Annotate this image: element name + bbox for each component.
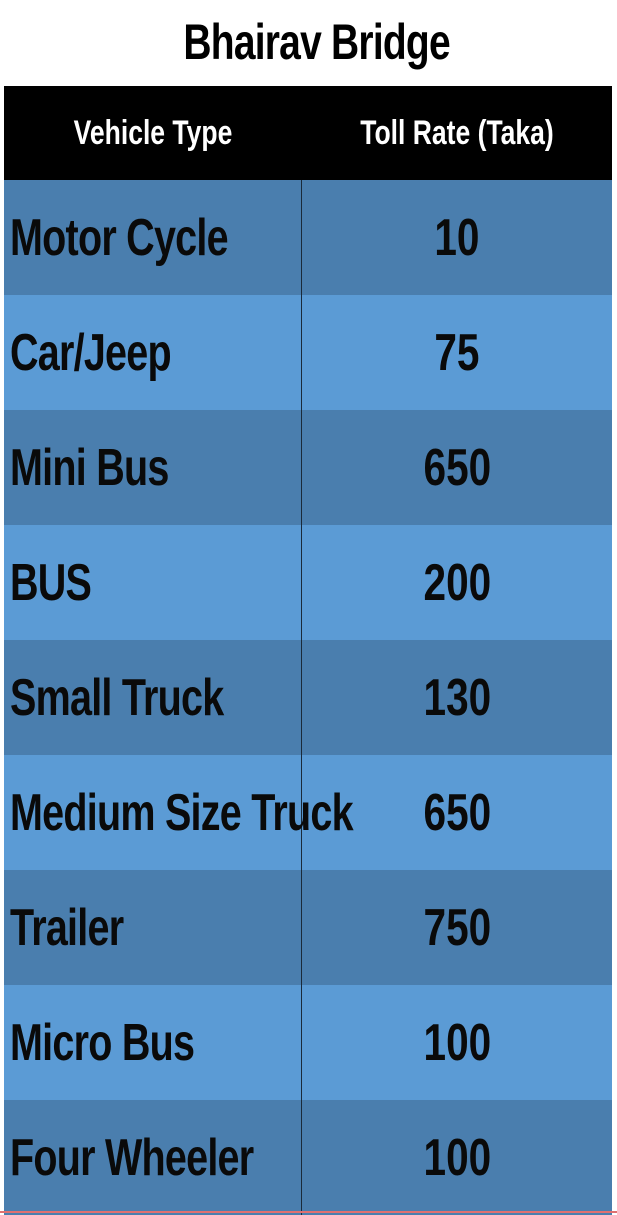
vehicle-cell: Four Wheeler xyxy=(4,1100,302,1215)
vehicle-cell: Small Truck xyxy=(4,640,302,755)
rate-cell: 100 xyxy=(302,1100,612,1215)
rate-cell: 10 xyxy=(302,180,612,295)
bottom-divider xyxy=(0,1211,617,1213)
vehicle-label: Car/Jeep xyxy=(10,323,172,382)
rate-cell: 100 xyxy=(302,985,612,1100)
vehicle-label: BUS xyxy=(10,553,92,612)
table-row: Trailer 750 xyxy=(4,870,612,985)
table-row: Motor Cycle 10 xyxy=(4,180,612,295)
rate-value: 750 xyxy=(423,898,491,957)
table-row: Medium Size Truck 650 xyxy=(4,755,612,870)
table-row: Micro Bus 100 xyxy=(4,985,612,1100)
vehicle-label: Motor Cycle xyxy=(10,208,229,267)
vehicle-label: Four Wheeler xyxy=(10,1128,254,1187)
vehicle-label: Trailer xyxy=(10,898,124,957)
header-vehicle-type: Vehicle Type xyxy=(73,113,233,152)
vehicle-cell: Medium Size Truck xyxy=(4,755,354,870)
rate-value: 100 xyxy=(423,1128,491,1187)
vehicle-label: Mini Bus xyxy=(10,438,169,497)
vehicle-cell: Trailer xyxy=(4,870,302,985)
vehicle-label: Medium Size Truck xyxy=(10,783,354,842)
rate-value: 10 xyxy=(434,208,480,267)
rate-cell: 200 xyxy=(302,525,612,640)
rate-value: 75 xyxy=(434,323,480,382)
vehicle-cell: Motor Cycle xyxy=(4,180,302,295)
table-row: Mini Bus 650 xyxy=(4,410,612,525)
rate-cell: 130 xyxy=(302,640,612,755)
rate-cell: 75 xyxy=(302,295,612,410)
rate-cell: 650 xyxy=(302,410,612,525)
toll-table: Vehicle Type Toll Rate (Taka) Motor Cycl… xyxy=(4,86,612,1215)
vehicle-cell: BUS xyxy=(4,525,302,640)
table-row: BUS 200 xyxy=(4,525,612,640)
vehicle-cell: Car/Jeep xyxy=(4,295,302,410)
vehicle-label: Micro Bus xyxy=(10,1013,195,1072)
rate-value: 650 xyxy=(423,783,491,842)
vehicle-cell: Mini Bus xyxy=(4,410,302,525)
rate-value: 200 xyxy=(423,553,491,612)
rate-value: 130 xyxy=(423,668,491,727)
page-title: Bhairav Bridge xyxy=(183,14,450,70)
rate-value: 100 xyxy=(423,1013,491,1072)
table-row: Four Wheeler 100 xyxy=(4,1100,612,1215)
rate-cell: 650 xyxy=(302,755,612,870)
vehicle-label: Small Truck xyxy=(10,668,224,727)
table-header: Vehicle Type Toll Rate (Taka) xyxy=(4,86,612,180)
table-row: Small Truck 130 xyxy=(4,640,612,755)
rate-cell: 750 xyxy=(302,870,612,985)
header-toll-rate: Toll Rate (Taka) xyxy=(360,113,554,152)
rate-value: 650 xyxy=(423,438,491,497)
table-row: Car/Jeep 75 xyxy=(4,295,612,410)
vehicle-cell: Micro Bus xyxy=(4,985,302,1100)
